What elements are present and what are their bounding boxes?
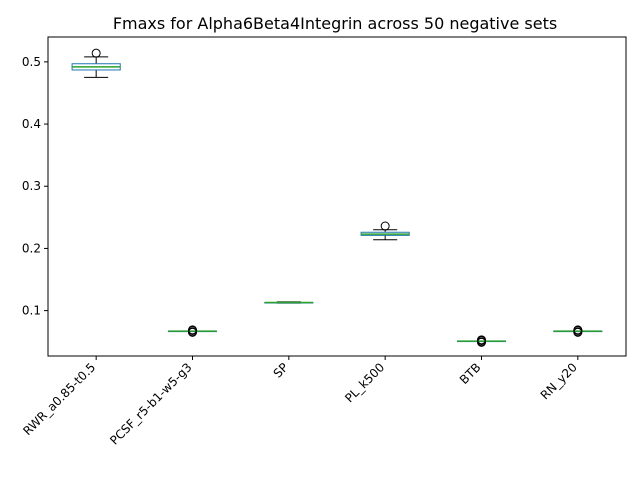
outlier-point	[91, 48, 101, 58]
box-group	[167, 325, 218, 337]
y-tick-label: 0.5	[22, 55, 41, 69]
y-tick-label: 0.2	[22, 241, 41, 255]
boxes	[71, 48, 603, 347]
box-group	[456, 335, 507, 347]
outlier-point	[477, 335, 486, 345]
x-tick-label: SP	[271, 360, 291, 380]
box-group	[264, 301, 314, 304]
y-tick-label: 0.4	[22, 117, 41, 131]
box-group	[360, 221, 410, 241]
y-axis: 0.1 0.2 0.3 0.4 0.5	[22, 55, 48, 318]
y-tick-label: 0.3	[22, 179, 41, 193]
plot-frame	[47, 36, 627, 357]
x-tick-label: PL_k500	[342, 360, 387, 405]
box-group	[553, 325, 603, 337]
outlier-point	[380, 221, 390, 231]
y-tick-label: 0.1	[22, 304, 41, 318]
x-tick-label: PCSF_r5-b1-w5-g3	[107, 360, 194, 447]
x-tick-label: BTB	[457, 360, 484, 387]
outlier-point	[188, 325, 197, 335]
x-tick-label: RN_y20	[538, 360, 580, 402]
outlier-point	[573, 325, 583, 335]
x-axis: RWR_a0.85-t0.5 PCSF_r5-b1-w5-g3 SP PL_k500 B…	[20, 356, 580, 448]
chart-title: Fmaxs for Alpha6Beta4Integrin across 50 …	[113, 14, 557, 33]
x-tick-label: RWR_a0.85-t0.5	[20, 360, 98, 438]
box-group	[71, 48, 121, 78]
